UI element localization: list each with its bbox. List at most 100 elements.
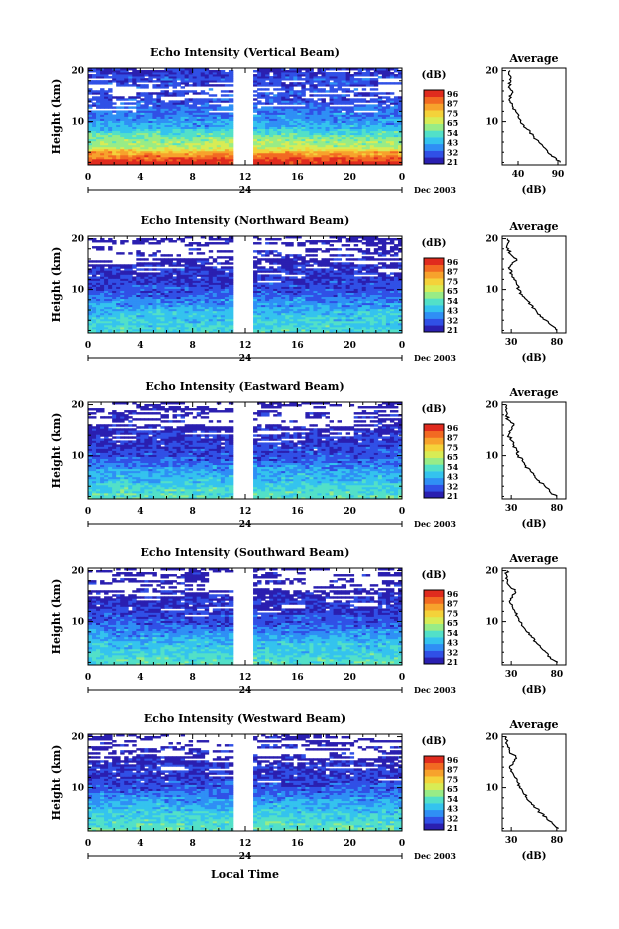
- heatmap-cell: [224, 154, 230, 158]
- heatmap-cell: [120, 82, 125, 85]
- heatmap-cell: [188, 160, 194, 164]
- heatmap-cell: [273, 142, 278, 146]
- heatmap-cell: [277, 126, 282, 130]
- heatmap-cell: [196, 128, 202, 132]
- heatmap-cell: [273, 152, 278, 156]
- heatmap-cell: [281, 106, 286, 109]
- heatmap-cell: [192, 100, 198, 103]
- heatmap-cell: [212, 100, 218, 103]
- heatmap-cell: [100, 260, 105, 263]
- heatmap-cell: [116, 142, 121, 146]
- heatmap-cell: [192, 102, 198, 105]
- heatmap-cell: [204, 80, 210, 83]
- heatmap-cell: [220, 120, 226, 123]
- heatmap-cell: [261, 122, 266, 125]
- heatmap-cell: [96, 158, 101, 162]
- heatmap-cell: [152, 72, 157, 75]
- heatmap-cell: [164, 78, 169, 81]
- heatmap-cell: [204, 124, 210, 127]
- heatmap-cell: [148, 70, 153, 73]
- heatmap-cell: [92, 82, 97, 85]
- heatmap-cell: [100, 112, 105, 115]
- heatmap-cell: [345, 88, 351, 91]
- heatmap-cell: [148, 162, 153, 166]
- heatmap-cell: [216, 152, 222, 156]
- heatmap-cell: [188, 150, 194, 154]
- heatmap-cell: [200, 116, 206, 119]
- heatmap-cell: [273, 160, 278, 164]
- heatmap-cell: [385, 104, 391, 107]
- heatmap-cell: [200, 134, 206, 138]
- heatmap-cell: [168, 74, 173, 77]
- heatmap-cell: [208, 148, 214, 152]
- heatmap-cell: [253, 110, 258, 113]
- heatmap-cell: [152, 106, 157, 109]
- heatmap-cell: [216, 138, 222, 142]
- heatmap-cell: [152, 252, 157, 255]
- heatmap-cell: [136, 128, 141, 132]
- heatmap-cell: [281, 256, 286, 259]
- heatmap-cell: [156, 106, 161, 109]
- heatmap-cell: [261, 250, 266, 253]
- heatmap-cell: [188, 144, 194, 148]
- heatmap-cell: [116, 140, 121, 144]
- heatmap-cell: [200, 74, 206, 77]
- heatmap-cell: [140, 92, 145, 95]
- heatmap-cell: [112, 102, 117, 105]
- heatmap-cell: [257, 266, 262, 269]
- heatmap-cell: [112, 128, 117, 132]
- heatmap-cell: [112, 240, 117, 243]
- heatmap-cell: [204, 140, 210, 144]
- heatmap-cell: [96, 120, 101, 123]
- heatmap-cell: [128, 114, 133, 117]
- heatmap-cell: [164, 108, 169, 111]
- heatmap-cell: [192, 116, 198, 119]
- heatmap-cell: [172, 136, 177, 140]
- heatmap-cell: [160, 92, 165, 95]
- heatmap-cell: [289, 126, 294, 130]
- heatmap-cell: [88, 118, 93, 121]
- heatmap-cell: [220, 114, 226, 117]
- heatmap-cell: [281, 134, 286, 138]
- heatmap-cell: [92, 120, 97, 123]
- heatmap-cell: [136, 94, 141, 97]
- heatmap-cell: [385, 96, 391, 99]
- heatmap-cell: [148, 102, 153, 105]
- heatmap-cell: [104, 154, 109, 158]
- heatmap-cell: [212, 112, 218, 115]
- heatmap-cell: [228, 126, 234, 130]
- heatmap-cell: [269, 258, 274, 261]
- heatmap-cell: [184, 118, 190, 121]
- heatmap-cell: [148, 108, 153, 111]
- heatmap-cell: [156, 100, 161, 103]
- heatmap-cell: [228, 128, 234, 132]
- heatmap-cell: [261, 134, 266, 138]
- heatmap-cell: [228, 152, 234, 156]
- heatmap-cell: [116, 68, 121, 71]
- heatmap-cell: [124, 156, 129, 160]
- heatmap-cell: [160, 142, 165, 146]
- heatmap-cell: [257, 72, 262, 75]
- heatmap-cell: [253, 108, 258, 111]
- heatmap-cell: [261, 146, 266, 150]
- heatmap-cell: [289, 98, 294, 101]
- heatmap-cell: [112, 130, 117, 134]
- heatmap-cell: [92, 136, 97, 140]
- heatmap-cell: [148, 116, 153, 119]
- heatmap-cell: [281, 138, 286, 142]
- average-db-label: 90: [552, 170, 565, 180]
- heatmap-cell: [208, 144, 214, 148]
- heatmap-cell: [96, 276, 101, 279]
- heatmap-cell: [132, 154, 137, 158]
- heatmap-cell: [208, 106, 214, 109]
- heatmap-cell: [204, 158, 210, 162]
- heatmap-cell: [188, 114, 194, 117]
- heatmap-cell: [160, 130, 165, 134]
- heatmap-cell: [257, 132, 262, 136]
- heatmap-cell: [172, 76, 177, 79]
- heatmap-cell: [325, 72, 330, 75]
- heatmap-cell: [140, 132, 145, 136]
- heatmap-cell: [148, 160, 153, 164]
- heatmap-cell: [208, 242, 214, 245]
- heatmap-cell: [192, 70, 198, 73]
